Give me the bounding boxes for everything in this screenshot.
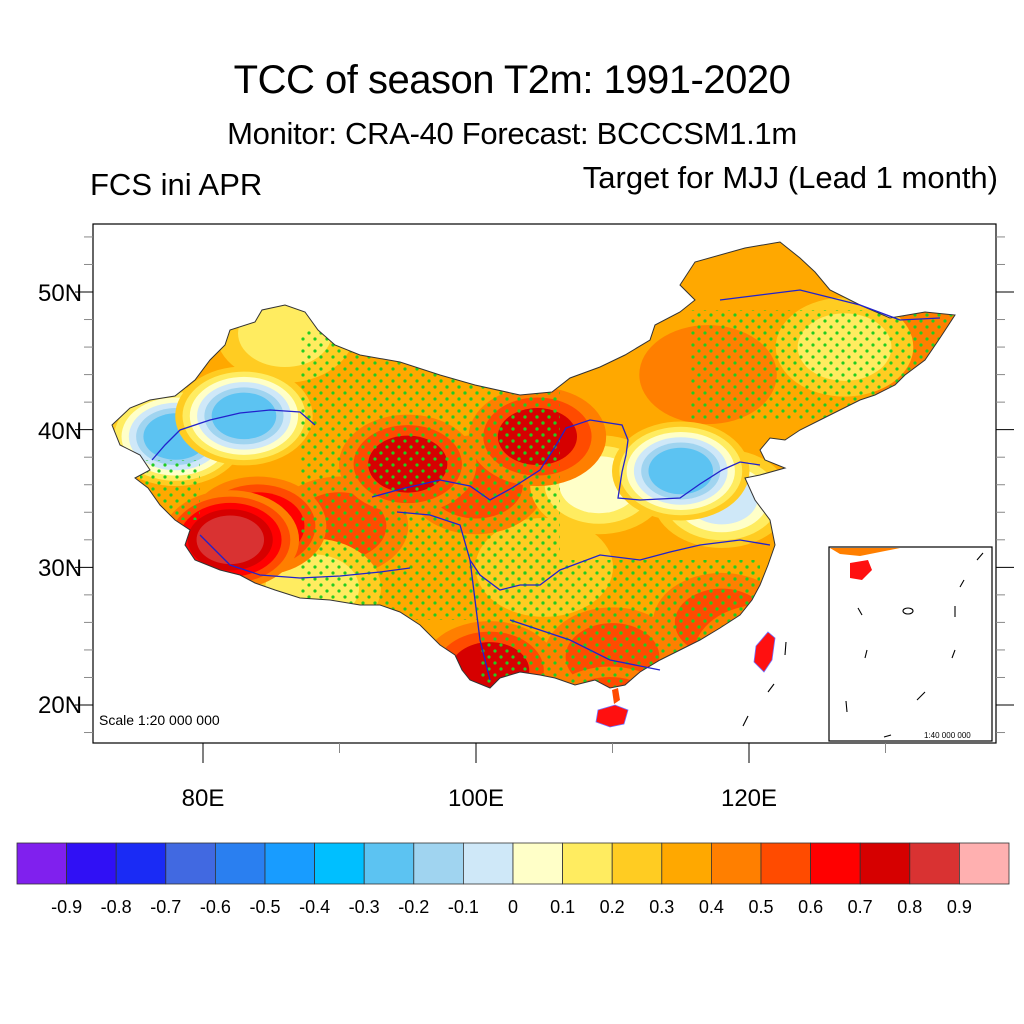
target-season-label: Target for MJJ (Lead 1 month) [582, 160, 998, 195]
yangtze-river [396, 511, 771, 591]
lat-label-50n: 50N [38, 280, 82, 307]
significance-stipple [140, 310, 955, 688]
init-month-label: FCS ini APR [90, 167, 263, 202]
chart-title: TCC of season T2m: 1991-2020 [233, 58, 791, 102]
colorbar-label: -0.3 [349, 897, 380, 917]
colorbar-label: -0.6 [200, 897, 231, 917]
field-region-junggar-west [211, 392, 277, 440]
colorbar-swatch [264, 842, 315, 885]
yellow-river [371, 419, 761, 501]
field-region-southwest-tibet [196, 515, 265, 565]
colorbar-swatch [611, 842, 663, 885]
colorbar-label: -0.1 [448, 897, 479, 917]
colorbar-swatch [810, 842, 861, 885]
tarim-river [151, 409, 316, 461]
colorbar-label: -0.9 [51, 897, 82, 917]
inset-scale-label: 1:40 000 000 [924, 731, 971, 740]
colorbar-label: 0.5 [748, 897, 773, 917]
colorbar-label: -0.4 [299, 897, 330, 917]
colorbar-swatch [859, 842, 911, 885]
lon-label-100e: 100E [448, 785, 504, 812]
lon-label-80e: 80E [182, 785, 225, 812]
colorbar-swatch [413, 842, 464, 885]
colorbar-swatch [959, 842, 1010, 885]
inset-nine-dash-line [845, 552, 984, 738]
colorbar-swatch [512, 842, 563, 885]
colorbar-label: 0 [508, 897, 518, 917]
colorbar [16, 842, 1010, 885]
lat-label-30n: 30N [38, 555, 82, 582]
colorbar-label: 0.1 [550, 897, 575, 917]
rivers [151, 289, 941, 681]
colorbar-swatch [115, 842, 167, 885]
colorbar-label: 0.9 [947, 897, 972, 917]
inset-frame [828, 546, 993, 742]
colorbar-swatch [711, 842, 762, 885]
colorbar-label: 0.3 [649, 897, 674, 917]
china-border [111, 241, 956, 689]
colorbar-swatch [165, 842, 216, 885]
amur-river [719, 289, 941, 321]
colorbar-label: -0.5 [249, 897, 280, 917]
colorbar-label: 0.6 [798, 897, 823, 917]
field-region-north-china-plain-hebei-shandong- [648, 447, 714, 495]
colorbar-swatch [314, 842, 365, 885]
lat-label-20n: 20N [38, 692, 82, 719]
colorbar-label: -0.7 [150, 897, 181, 917]
inset-hainan [850, 560, 872, 580]
colorbar-swatch [462, 842, 514, 885]
lat-label-40n: 40N [38, 418, 82, 445]
scale-label: Scale 1:20 000 000 [99, 712, 220, 728]
colorbar-swatch [760, 842, 811, 885]
colorbar-labels: -0.9 -0.8 -0.7 -0.6 -0.5 -0.4 -0.3 -0.2 -0.1 0 0.1… [51, 897, 972, 917]
colorbar-label: -0.8 [101, 897, 132, 917]
colorbar-label: 0.8 [897, 897, 922, 917]
hainan-island [595, 704, 629, 728]
south-china-sea-inset: 1:40 000 000 [828, 546, 993, 742]
chart-subtitle: Monitor: CRA-40 Forecast: BCCCSM1.1m [227, 116, 797, 151]
colorbar-swatch [16, 842, 67, 885]
leizhou-peninsula [612, 688, 620, 704]
axis-tick-labels: 50N 40N 30N 20N 80E 100E 120E [38, 280, 777, 812]
colorbar-swatch [909, 842, 960, 885]
taiwan-island [753, 631, 776, 673]
colorbar-swatch [562, 842, 613, 885]
colorbar-swatch [363, 842, 415, 885]
nine-dash-line [742, 641, 787, 727]
axis-ticks [75, 236, 1014, 763]
lon-label-120e: 120E [721, 785, 777, 812]
colorbar-swatch [661, 842, 712, 885]
colorbar-label: -0.2 [398, 897, 429, 917]
colorbar-swatch [214, 842, 266, 885]
colorbar-label: 0.4 [699, 897, 724, 917]
inset-coast [830, 548, 900, 556]
pearl-river [509, 619, 661, 671]
mekong-river [469, 559, 491, 681]
colorbar-swatch [66, 842, 117, 885]
colorbar-label: 0.2 [600, 897, 625, 917]
colorbar-label: 0.7 [848, 897, 873, 917]
yarlung-river [199, 534, 411, 579]
